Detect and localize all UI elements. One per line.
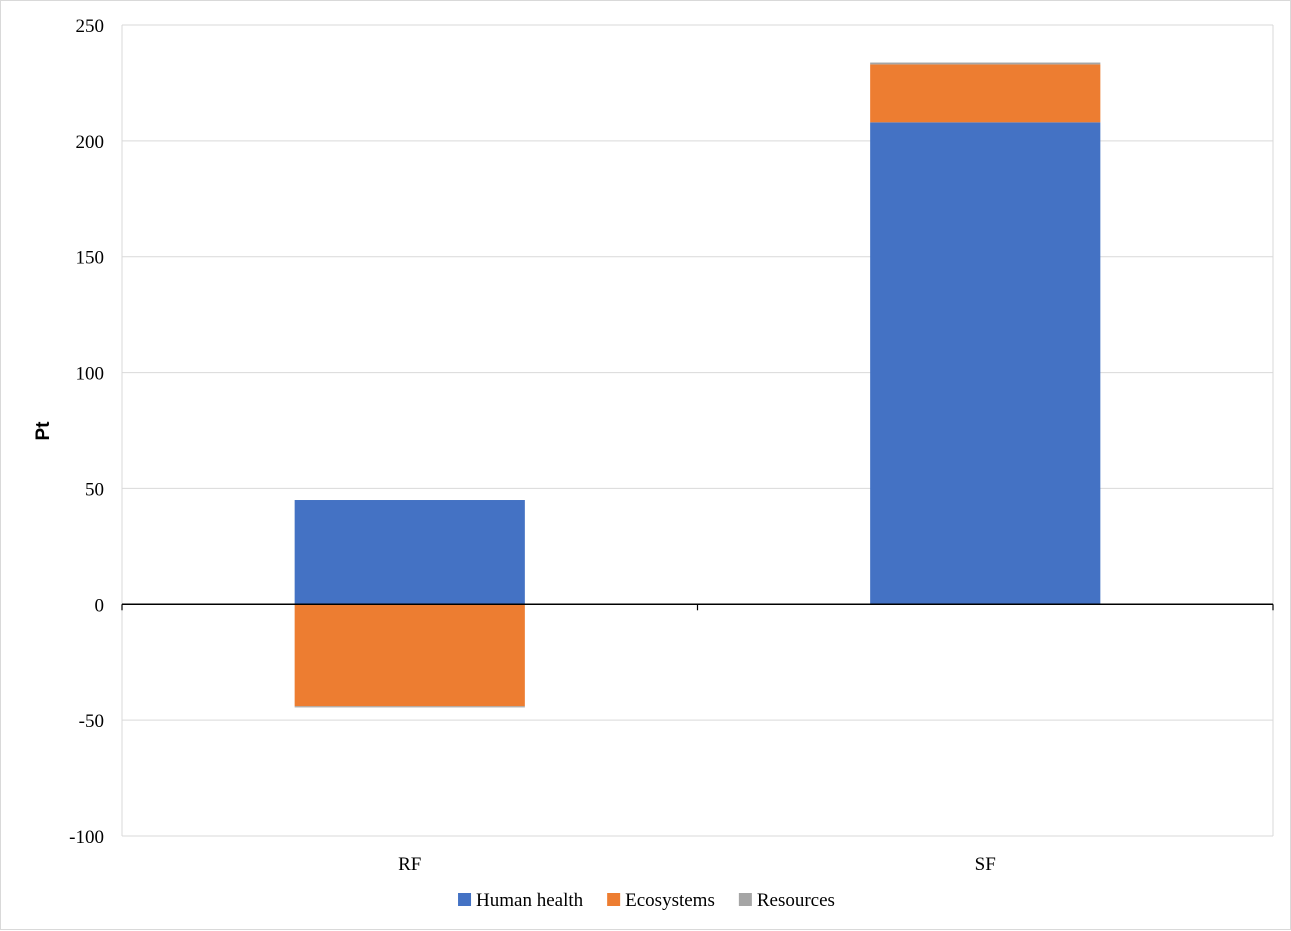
y-tick-label: 0 xyxy=(95,595,105,616)
legend-label: Human health xyxy=(476,890,584,911)
bar-segment xyxy=(870,62,1101,65)
legend-swatch xyxy=(738,893,752,906)
y-axis-title: Pt xyxy=(33,421,54,441)
legend-swatch xyxy=(607,893,621,906)
axes xyxy=(121,25,1274,837)
y-tick-label: 100 xyxy=(76,364,105,385)
bars xyxy=(294,62,1101,708)
bar-segment xyxy=(870,64,1101,123)
legend-label: Ecosystems xyxy=(625,890,715,911)
y-tick-label: 50 xyxy=(85,479,104,500)
bar-segment xyxy=(294,500,525,605)
y-tick-label: -50 xyxy=(79,711,104,732)
bar-segment xyxy=(294,604,525,707)
x-tick-labels: RF SF xyxy=(398,854,996,875)
bar-segment xyxy=(294,706,525,708)
x-tick-label: SF xyxy=(975,854,996,875)
gridlines xyxy=(122,24,1273,837)
y-tick-label: 150 xyxy=(76,248,105,269)
x-tick-label: RF xyxy=(398,854,421,875)
y-tick-labels: -100 -50 0 50 100 150 200 250 xyxy=(69,16,104,848)
legend-swatch xyxy=(458,893,472,906)
bar-segment xyxy=(870,122,1101,605)
y-tick-label: 200 xyxy=(76,132,105,153)
y-tick-label: -100 xyxy=(69,827,104,848)
y-tick-label: 250 xyxy=(76,16,105,37)
legend: Human health Ecosystems Resources xyxy=(458,890,835,911)
legend-label: Resources xyxy=(757,890,835,911)
